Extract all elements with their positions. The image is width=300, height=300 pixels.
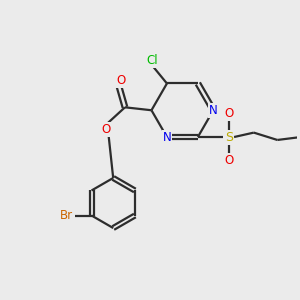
Text: N: N (163, 130, 171, 143)
Text: O: O (224, 154, 233, 167)
Text: N: N (209, 104, 218, 117)
Text: O: O (101, 123, 110, 136)
Text: Br: Br (60, 209, 73, 222)
Text: O: O (116, 74, 125, 87)
Text: Cl: Cl (146, 54, 158, 67)
Text: S: S (225, 130, 233, 143)
Text: O: O (224, 107, 233, 120)
